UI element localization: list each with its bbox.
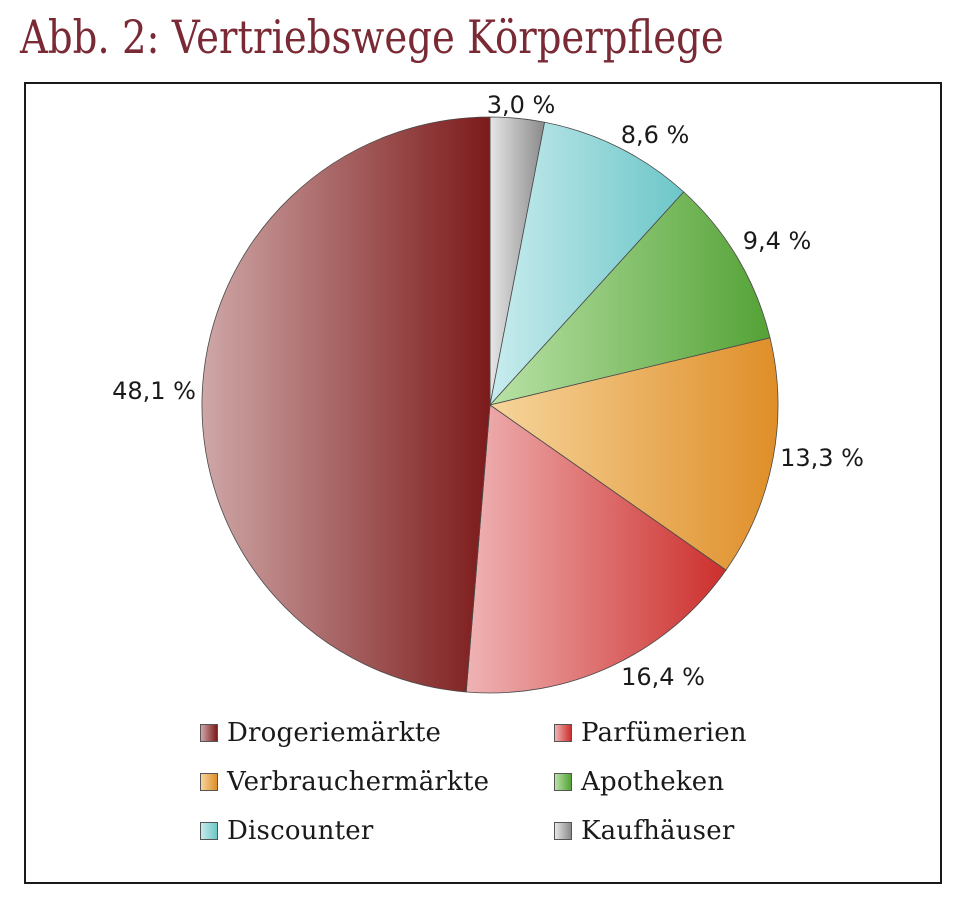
legend-swatch bbox=[554, 773, 572, 791]
legend-item-kaufhaeuser: Kaufhäuser bbox=[554, 814, 734, 848]
legend-item-apotheken: Apotheken bbox=[554, 765, 724, 799]
legend-item-discounter: Discounter bbox=[200, 814, 373, 848]
legend-swatch bbox=[554, 822, 572, 840]
legend-swatch bbox=[554, 724, 572, 742]
figure-title: Abb. 2: Vertriebswege Körperpflege bbox=[20, 10, 724, 64]
legend-label: Apotheken bbox=[581, 767, 725, 797]
chart-frame bbox=[24, 82, 942, 884]
legend-item-drogeriemaerkte: Drogeriemärkte bbox=[200, 716, 441, 750]
legend-swatch bbox=[200, 724, 218, 742]
legend-label: Discounter bbox=[227, 816, 374, 846]
legend-label: Parfümerien bbox=[581, 718, 747, 748]
legend-swatch bbox=[200, 822, 218, 840]
legend-item-verbrauchermaerkte: Verbrauchermärkte bbox=[200, 765, 489, 799]
legend-label: Drogeriemärkte bbox=[227, 718, 442, 748]
legend-label: Kaufhäuser bbox=[581, 816, 735, 846]
legend-item-parfuemerien: Parfümerien bbox=[554, 716, 747, 750]
legend-label: Verbrauchermärkte bbox=[227, 767, 490, 797]
legend-swatch bbox=[200, 773, 218, 791]
